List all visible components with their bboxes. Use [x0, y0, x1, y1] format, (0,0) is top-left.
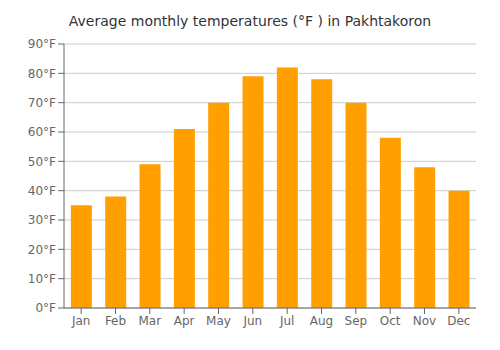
svg-text:Feb: Feb: [105, 314, 126, 328]
svg-text:Sep: Sep: [345, 314, 368, 328]
svg-text:40°F: 40°F: [28, 184, 56, 198]
html-text:Average monthly temperatures (: Average monthly temperatures (°F ) in Pa…: [68, 13, 432, 29]
svg-text:60°F: 60°F: [28, 125, 56, 139]
svg-text:Apr: Apr: [174, 314, 195, 328]
svg-text:50°F: 50°F: [28, 155, 56, 169]
svg-text:Oct: Oct: [380, 314, 401, 328]
svg-text:30°F: 30°F: [28, 213, 56, 227]
svg-text:Nov: Nov: [413, 314, 436, 328]
svg-text:Jul: Jul: [279, 314, 294, 328]
svg-text:Jun: Jun: [242, 314, 262, 328]
svg-text:May: May: [206, 314, 231, 328]
svg-text:Dec: Dec: [447, 314, 470, 328]
svg-text:70°F: 70°F: [28, 96, 56, 110]
svg-text:10°F: 10°F: [28, 272, 56, 286]
svg-text:Mar: Mar: [139, 314, 162, 328]
svg-text:0°F: 0°F: [35, 301, 56, 315]
svg-text:90°F: 90°F: [28, 37, 56, 51]
svg-text:80°F: 80°F: [28, 67, 56, 81]
svg-text:Aug: Aug: [310, 314, 333, 328]
svg-text:Jan: Jan: [71, 314, 91, 328]
svg-text:20°F: 20°F: [28, 243, 56, 257]
